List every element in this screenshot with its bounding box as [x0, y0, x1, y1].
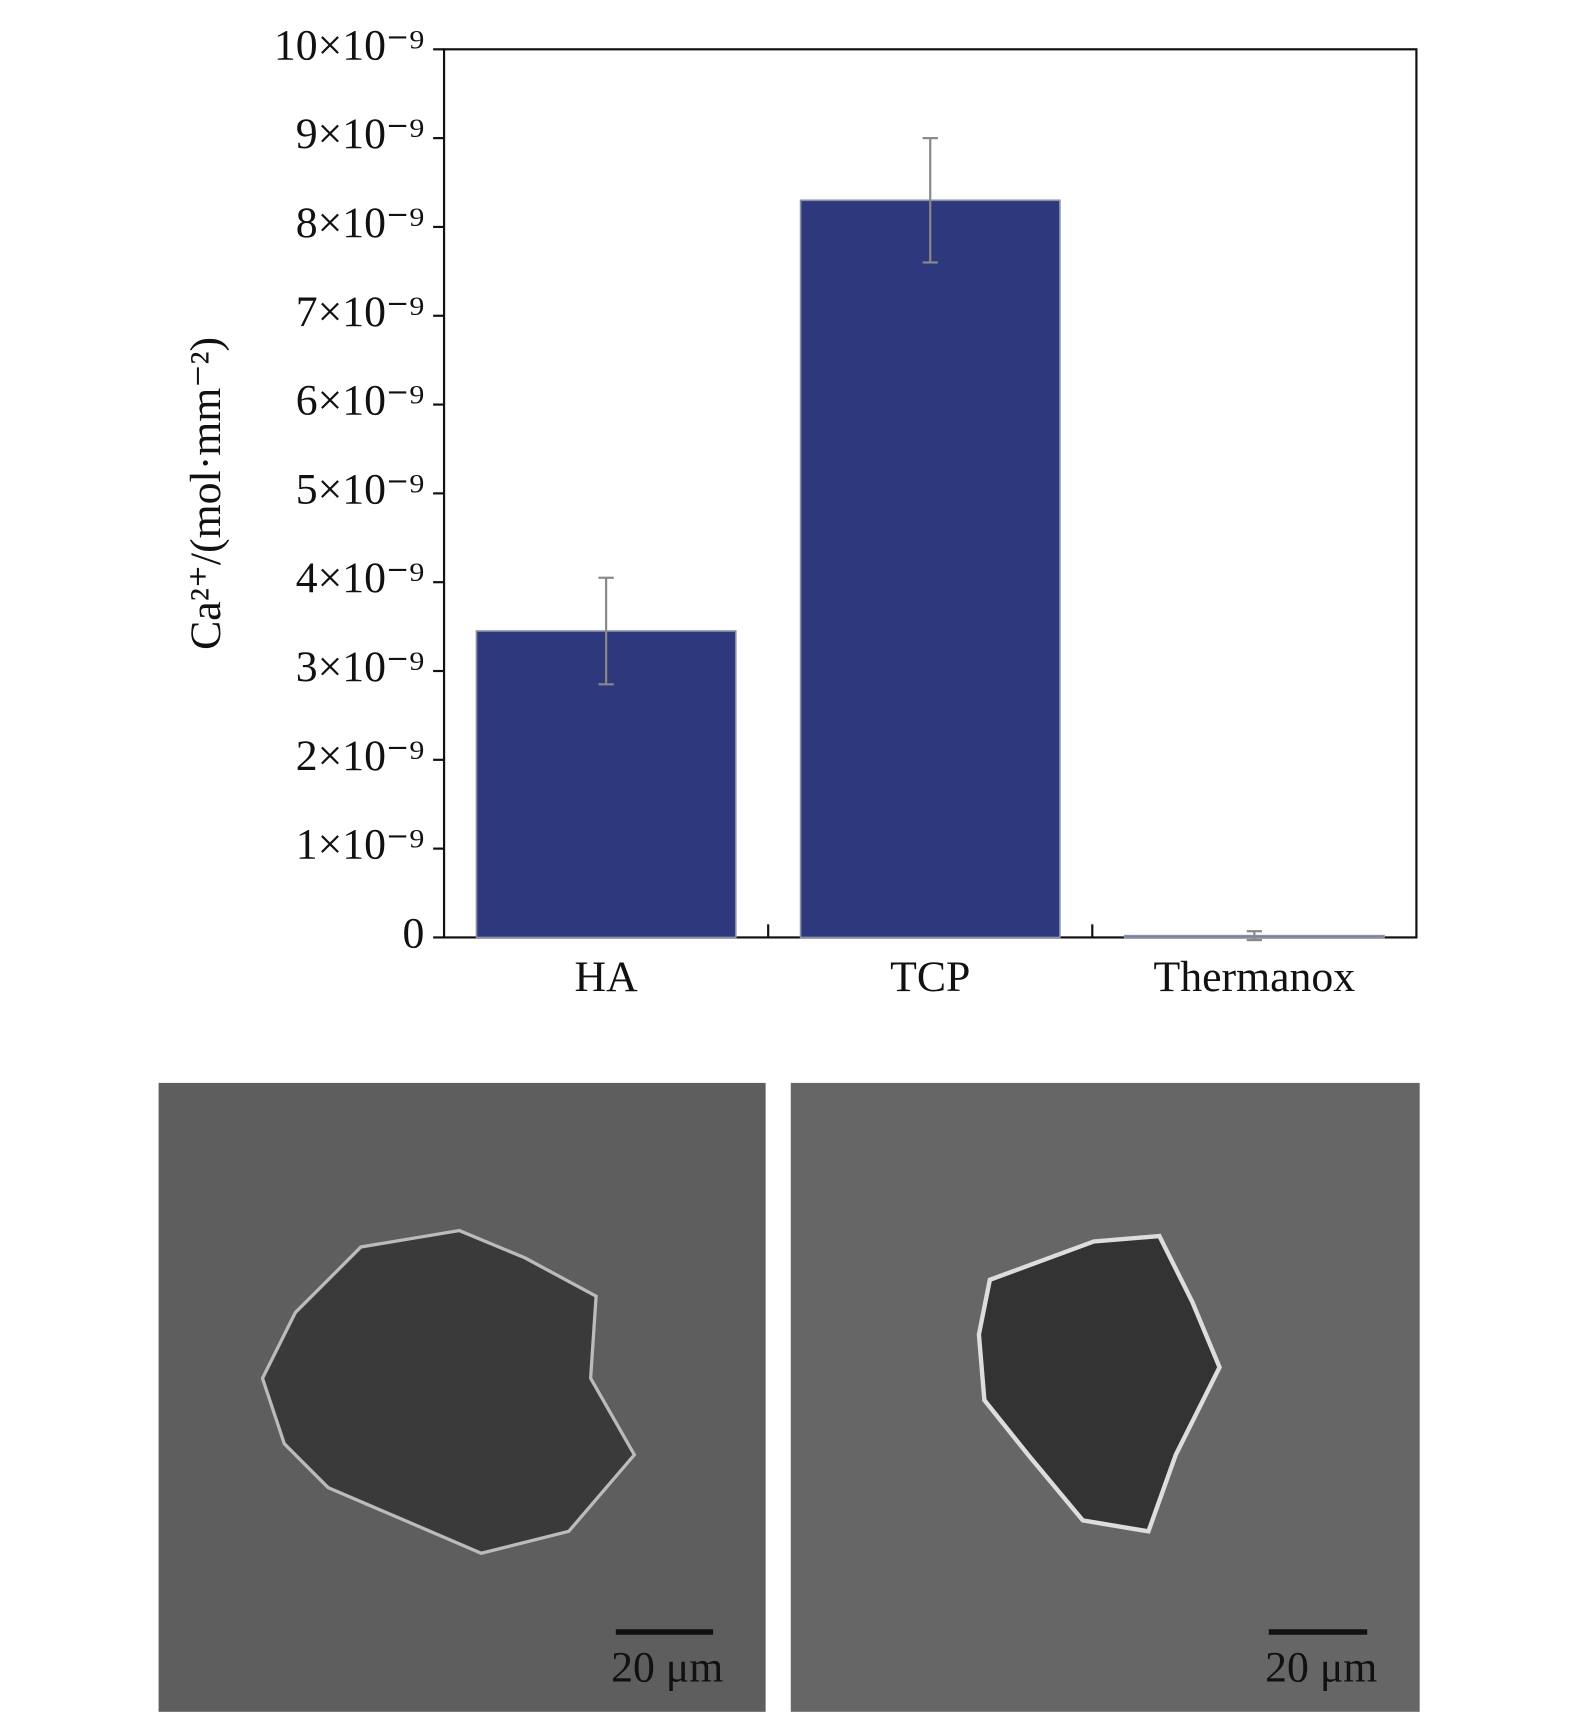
y-tick-label: 4×10⁻⁹ [296, 554, 425, 602]
y-tick-label: 7×10⁻⁹ [296, 288, 425, 336]
micrograph: 20 μm [158, 1082, 766, 1712]
y-tick-label: 0 [403, 909, 425, 957]
y-tick-label: 9×10⁻⁹ [296, 110, 425, 158]
y-tick-label: 1×10⁻⁹ [296, 821, 425, 869]
pit [976, 1233, 1222, 1534]
y-tick-label: 10×10⁻⁹ [274, 21, 425, 69]
y-tick-label: 2×10⁻⁹ [296, 732, 425, 780]
y-tick-label: 3×10⁻⁹ [296, 643, 425, 691]
y-axis-label: Ca²⁺/(mol·mm⁻²) [182, 337, 230, 650]
scale-label: 20 μm [1265, 1643, 1377, 1691]
pit [260, 1228, 637, 1555]
bar [799, 199, 1061, 939]
micrograph: 20 μm [790, 1082, 1420, 1712]
y-tick-label: 8×10⁻⁹ [296, 199, 425, 247]
y-tick-label: 5×10⁻⁹ [296, 465, 425, 513]
x-tick-label: HA [575, 953, 639, 1001]
x-tick-label: Thermanox [1154, 953, 1356, 1001]
y-tick-label: 6×10⁻⁹ [296, 377, 425, 425]
x-tick-label: TCP [890, 953, 970, 1001]
scale-label: 20 μm [611, 1643, 723, 1691]
